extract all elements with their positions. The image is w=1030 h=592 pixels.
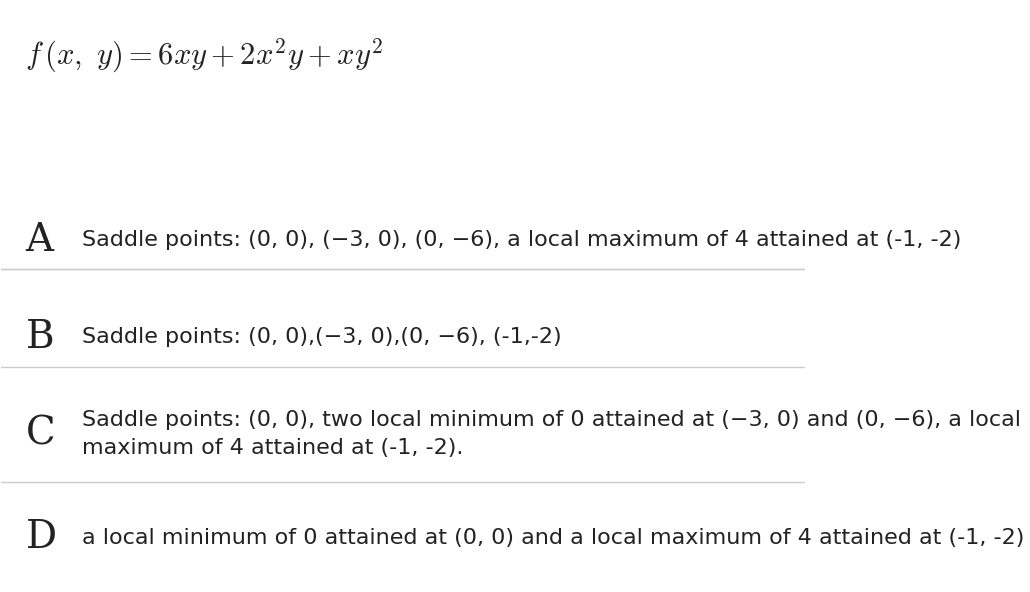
Text: Saddle points: (0, 0),(−3, 0),(0, −6), (-1,-2): Saddle points: (0, 0),(−3, 0),(0, −6), (… <box>81 327 561 348</box>
Text: Saddle points: (0, 0), (−3, 0), (0, −6), a local maximum of 4 attained at (-1, -: Saddle points: (0, 0), (−3, 0), (0, −6),… <box>81 230 961 250</box>
Text: A: A <box>26 221 54 259</box>
Text: a local minimum of 0 attained at (0, 0) and a local maximum of 4 attained at (-1: a local minimum of 0 attained at (0, 0) … <box>81 527 1024 548</box>
Text: D: D <box>26 519 57 556</box>
Text: B: B <box>26 318 55 356</box>
Text: Saddle points: (0, 0), two local minimum of 0 attained at (−3, 0) and (0, −6), a: Saddle points: (0, 0), two local minimum… <box>81 410 1021 458</box>
Text: $f\,(x,\ y) = 6xy + 2x^2y + xy^2$: $f\,(x,\ y) = 6xy + 2x^2y + xy^2$ <box>26 37 383 75</box>
Text: C: C <box>26 416 56 453</box>
